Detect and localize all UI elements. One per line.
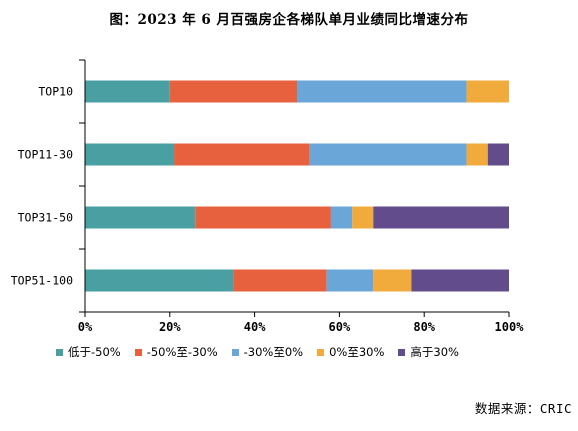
legend: 低于-50% -50%至-30% -30%至0% 0%至30% 高于30%	[56, 344, 473, 360]
legend-label: -50%至-30%	[146, 345, 218, 359]
legend-item: 低于-50%	[56, 344, 121, 360]
y-tick-label: TOP11-30	[18, 148, 73, 162]
legend-swatch	[398, 348, 406, 356]
bar-segment	[373, 269, 412, 292]
chart-title: 图：2023 年 6 月百强房企各梯队单月业绩同比增速分布	[109, 12, 469, 28]
legend-item: -30%至0%	[231, 344, 304, 360]
bar-segment	[169, 80, 297, 103]
legend-swatch	[134, 348, 142, 356]
legend-item: -50%至-30%	[134, 344, 218, 360]
bar-segment	[85, 269, 234, 292]
bar-segment	[297, 80, 467, 103]
bar-segment	[352, 206, 374, 229]
x-tick-label: 40%	[244, 320, 266, 334]
legend-label: 高于30%	[410, 345, 459, 359]
bar-segment	[487, 143, 509, 166]
legend-item: 0%至30%	[317, 344, 384, 360]
bar-segment	[330, 206, 353, 229]
legend-swatch	[231, 348, 239, 356]
bar-segment	[85, 80, 170, 103]
bar-segment	[466, 80, 509, 103]
legend-swatch	[317, 348, 325, 356]
legend-label: 0%至30%	[329, 345, 385, 359]
bar-segment	[466, 143, 488, 166]
x-tick-label: 0%	[78, 320, 93, 334]
bar-segment	[373, 206, 509, 229]
x-tick-label: 100%	[495, 320, 525, 334]
legend-swatch	[56, 348, 63, 356]
y-tick-label: TOP31-50	[18, 211, 73, 225]
x-tick-label: 60%	[329, 320, 351, 334]
source-note: 数据来源：CRIC	[474, 401, 572, 416]
bar-segment	[85, 206, 196, 229]
legend-label: -30%至0%	[243, 345, 304, 359]
legend-item: 高于30%	[398, 344, 459, 360]
y-tick-label: TOP51-100	[11, 274, 73, 288]
legend-label: 低于-50%	[68, 345, 121, 359]
bar-segment	[233, 269, 327, 292]
x-tick-label: 20%	[159, 320, 181, 334]
bar-segment	[411, 269, 509, 292]
bar-segment	[85, 143, 175, 166]
bar-segment	[326, 269, 374, 292]
bar-segment	[174, 143, 310, 166]
y-tick-label: TOP10	[38, 85, 73, 99]
bar-segment	[195, 206, 331, 229]
bar-segment	[309, 143, 467, 166]
x-tick-label: 80%	[413, 320, 435, 334]
